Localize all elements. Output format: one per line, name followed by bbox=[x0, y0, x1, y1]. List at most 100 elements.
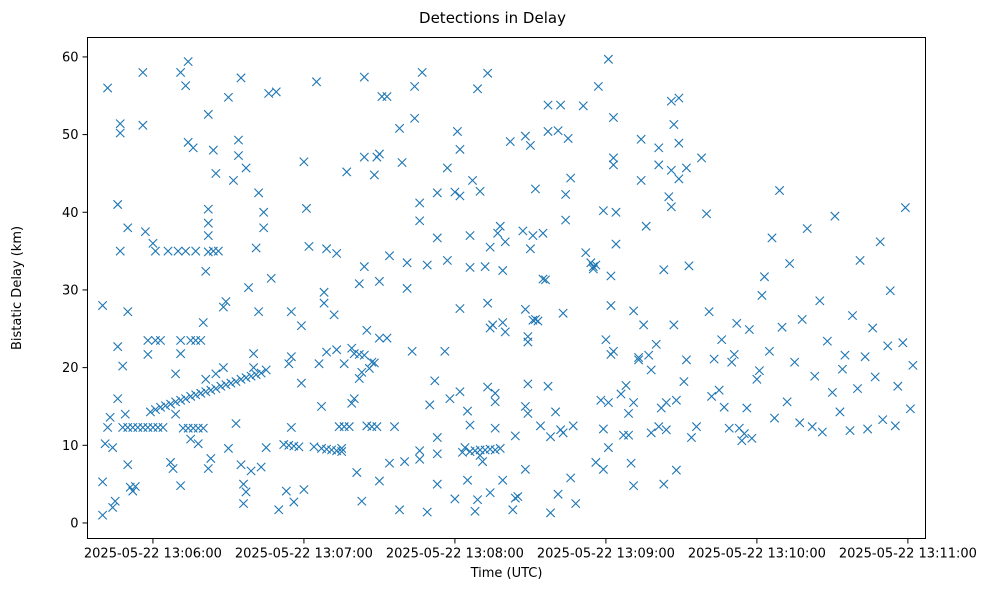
data-point bbox=[802, 223, 812, 234]
data-point bbox=[241, 373, 251, 383]
data-point bbox=[115, 246, 125, 256]
data-point bbox=[309, 442, 319, 452]
data-point bbox=[208, 145, 218, 155]
data-point bbox=[168, 464, 178, 474]
data-point bbox=[530, 184, 541, 194]
x-tick-label: 2025-05-22 13:11:00 bbox=[839, 547, 977, 562]
data-point bbox=[123, 460, 133, 470]
y-tick-label: 20 bbox=[62, 361, 79, 376]
data-point bbox=[425, 400, 435, 410]
data-point bbox=[553, 489, 563, 499]
data-point bbox=[445, 394, 455, 404]
data-point bbox=[211, 168, 221, 179]
data-point bbox=[457, 447, 468, 457]
data-point bbox=[659, 265, 669, 275]
data-point bbox=[191, 390, 201, 400]
data-point bbox=[495, 221, 505, 231]
data-point bbox=[216, 381, 226, 391]
data-point bbox=[98, 510, 108, 520]
data-point bbox=[626, 458, 636, 468]
data-point bbox=[422, 260, 432, 270]
data-point bbox=[241, 163, 251, 173]
data-point bbox=[113, 342, 123, 352]
data-point bbox=[767, 233, 777, 243]
data-point bbox=[256, 368, 266, 378]
data-point bbox=[165, 399, 176, 409]
data-point bbox=[397, 157, 407, 168]
data-point bbox=[442, 255, 452, 266]
data-point bbox=[545, 508, 556, 518]
data-point bbox=[432, 432, 442, 443]
data-point bbox=[241, 487, 251, 497]
data-point bbox=[243, 283, 254, 293]
data-point bbox=[321, 244, 332, 254]
data-point bbox=[533, 316, 543, 326]
data-point bbox=[490, 397, 500, 407]
data-point bbox=[719, 402, 729, 412]
data-point bbox=[724, 423, 734, 433]
data-point bbox=[628, 397, 639, 408]
data-point bbox=[372, 422, 382, 432]
data-point bbox=[203, 218, 213, 228]
data-point bbox=[236, 73, 246, 83]
data-point bbox=[628, 306, 639, 316]
data-point bbox=[493, 228, 503, 238]
data-point bbox=[485, 488, 495, 498]
data-point bbox=[739, 429, 749, 439]
data-point bbox=[233, 135, 244, 145]
data-point bbox=[450, 187, 460, 197]
data-point bbox=[709, 354, 719, 364]
data-point bbox=[807, 422, 817, 432]
data-point bbox=[211, 369, 221, 379]
data-point bbox=[289, 497, 299, 507]
data-point bbox=[671, 465, 681, 475]
data-point bbox=[304, 241, 314, 252]
data-point bbox=[450, 494, 460, 504]
data-point bbox=[472, 84, 483, 94]
data-point bbox=[870, 372, 880, 382]
data-point bbox=[347, 398, 357, 408]
data-point bbox=[714, 385, 724, 395]
data-point bbox=[498, 475, 508, 485]
data-point bbox=[898, 338, 908, 348]
data-point bbox=[440, 346, 450, 356]
data-point bbox=[636, 134, 646, 144]
data-point bbox=[588, 262, 598, 272]
data-point bbox=[727, 357, 737, 367]
data-point bbox=[483, 68, 493, 78]
data-point bbox=[644, 350, 654, 360]
data-point bbox=[623, 430, 634, 440]
data-point bbox=[462, 406, 473, 416]
data-point bbox=[639, 320, 649, 330]
data-point bbox=[236, 460, 246, 470]
data-point bbox=[359, 152, 369, 162]
data-point bbox=[666, 165, 676, 175]
data-point bbox=[520, 464, 530, 474]
data-point bbox=[173, 246, 183, 256]
data-point bbox=[249, 349, 259, 359]
data-point bbox=[170, 369, 181, 379]
data-point bbox=[467, 175, 478, 186]
data-point bbox=[651, 339, 661, 349]
data-point bbox=[578, 101, 588, 111]
y-tick-label: 60 bbox=[62, 50, 79, 65]
data-point bbox=[103, 422, 113, 433]
data-point bbox=[518, 226, 528, 236]
data-point bbox=[432, 188, 442, 198]
data-point bbox=[181, 81, 191, 91]
data-point bbox=[206, 453, 216, 464]
data-point bbox=[402, 258, 412, 268]
data-point bbox=[684, 261, 694, 271]
data-point bbox=[170, 397, 181, 407]
data-point bbox=[123, 223, 133, 233]
data-point bbox=[160, 401, 171, 411]
data-point bbox=[113, 199, 123, 210]
data-point bbox=[148, 238, 158, 248]
data-point bbox=[707, 391, 717, 401]
data-point bbox=[415, 454, 425, 464]
data-point bbox=[654, 422, 664, 432]
data-point bbox=[344, 422, 354, 432]
data-point bbox=[347, 343, 357, 353]
data-point bbox=[500, 327, 510, 337]
plot-frame bbox=[87, 37, 926, 539]
